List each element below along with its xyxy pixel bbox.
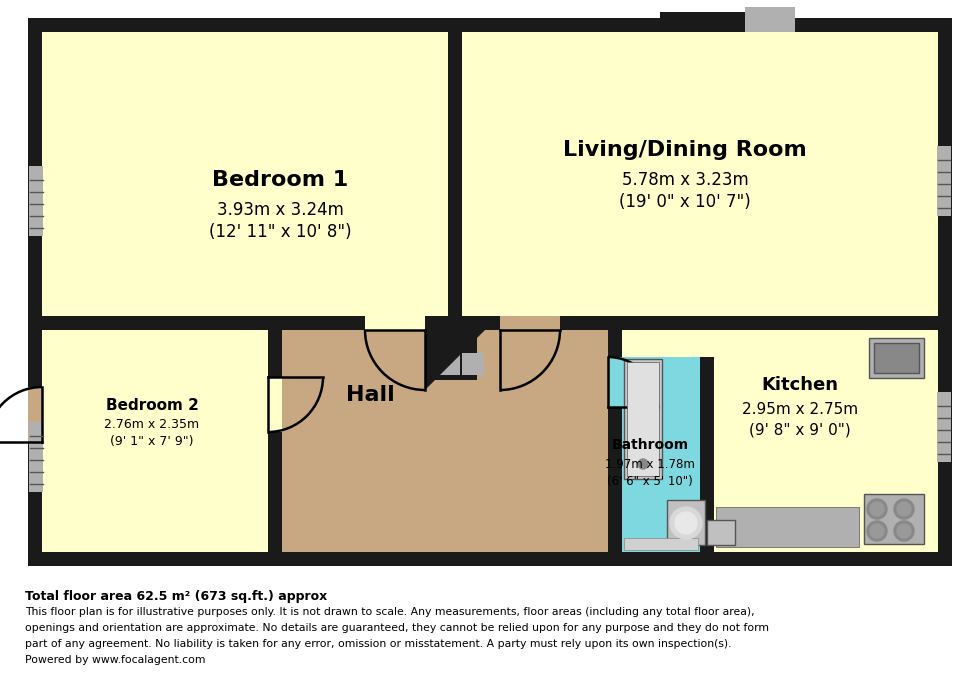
- Text: Living/Dining Room: Living/Dining Room: [564, 140, 807, 160]
- Bar: [716, 507, 859, 547]
- Bar: [937, 392, 951, 462]
- Text: 1.97m x 1.78m: 1.97m x 1.78m: [605, 458, 695, 471]
- Bar: [448, 32, 462, 316]
- Bar: [608, 330, 622, 552]
- Bar: [624, 359, 662, 479]
- Bar: [869, 338, 924, 378]
- Text: 3.93m x 3.24m: 3.93m x 3.24m: [217, 201, 343, 219]
- Polygon shape: [425, 330, 485, 390]
- Bar: [667, 500, 705, 545]
- Text: This floor plan is for illustrative purposes only. It is not drawn to scale. Any: This floor plan is for illustrative purp…: [25, 607, 755, 617]
- Circle shape: [870, 524, 884, 538]
- Bar: [462, 353, 484, 375]
- Text: (9' 8" x 9' 0"): (9' 8" x 9' 0"): [749, 423, 851, 438]
- Text: Bedroom 1: Bedroom 1: [212, 170, 348, 190]
- Bar: [700, 357, 714, 552]
- Bar: [268, 330, 282, 552]
- Bar: [282, 316, 608, 552]
- Bar: [500, 316, 560, 330]
- Text: 5.78m x 3.23m: 5.78m x 3.23m: [621, 171, 749, 189]
- Bar: [714, 316, 938, 552]
- Text: Total floor area 62.5 m² (673 sq.ft.) approx: Total floor area 62.5 m² (673 sq.ft.) ap…: [25, 590, 327, 603]
- Bar: [462, 32, 938, 316]
- Bar: [430, 353, 460, 375]
- Bar: [365, 316, 425, 330]
- Bar: [874, 343, 919, 373]
- Bar: [42, 330, 268, 552]
- Bar: [624, 538, 698, 550]
- Bar: [42, 32, 448, 316]
- Circle shape: [870, 502, 884, 516]
- Bar: [864, 494, 924, 544]
- Bar: [28, 387, 42, 442]
- Bar: [500, 316, 560, 330]
- Circle shape: [894, 521, 914, 541]
- Circle shape: [897, 524, 911, 538]
- Text: part of any agreement. No liability is taken for any error, omission or misstate: part of any agreement. No liability is t…: [25, 639, 731, 649]
- Text: openings and orientation are approximate. No details are guaranteed, they cannot: openings and orientation are approximate…: [25, 623, 769, 633]
- Bar: [268, 377, 282, 432]
- Polygon shape: [282, 330, 362, 410]
- Text: 2.95m x 2.75m: 2.95m x 2.75m: [742, 403, 858, 417]
- Bar: [627, 362, 659, 476]
- Text: Hall: Hall: [346, 385, 394, 405]
- Circle shape: [675, 512, 697, 534]
- Bar: [660, 12, 745, 32]
- Bar: [622, 330, 938, 357]
- Text: Bathroom: Bathroom: [612, 438, 689, 452]
- Circle shape: [867, 521, 887, 541]
- Circle shape: [897, 502, 911, 516]
- Text: Powered by www.focalagent.com: Powered by www.focalagent.com: [25, 655, 206, 665]
- Text: Kitchen: Kitchen: [761, 376, 839, 394]
- Bar: [745, 7, 795, 32]
- Bar: [707, 520, 735, 545]
- Text: (19' 0" x 10' 7"): (19' 0" x 10' 7"): [619, 193, 751, 211]
- Text: (12' 11" x 10' 8"): (12' 11" x 10' 8"): [209, 223, 351, 241]
- Text: 2.76m x 2.35m: 2.76m x 2.35m: [105, 419, 200, 432]
- Bar: [622, 357, 700, 552]
- Circle shape: [670, 507, 702, 539]
- Bar: [29, 422, 43, 492]
- Text: Bedroom 2: Bedroom 2: [106, 397, 198, 412]
- Circle shape: [638, 459, 648, 469]
- Text: (6' 6" x 5' 10"): (6' 6" x 5' 10"): [608, 475, 693, 488]
- Bar: [433, 330, 477, 380]
- Bar: [608, 357, 622, 407]
- Circle shape: [867, 499, 887, 519]
- Bar: [29, 166, 43, 236]
- Circle shape: [894, 499, 914, 519]
- Bar: [937, 146, 951, 216]
- Text: (9' 1" x 7' 9"): (9' 1" x 7' 9"): [111, 436, 194, 449]
- Bar: [42, 316, 938, 330]
